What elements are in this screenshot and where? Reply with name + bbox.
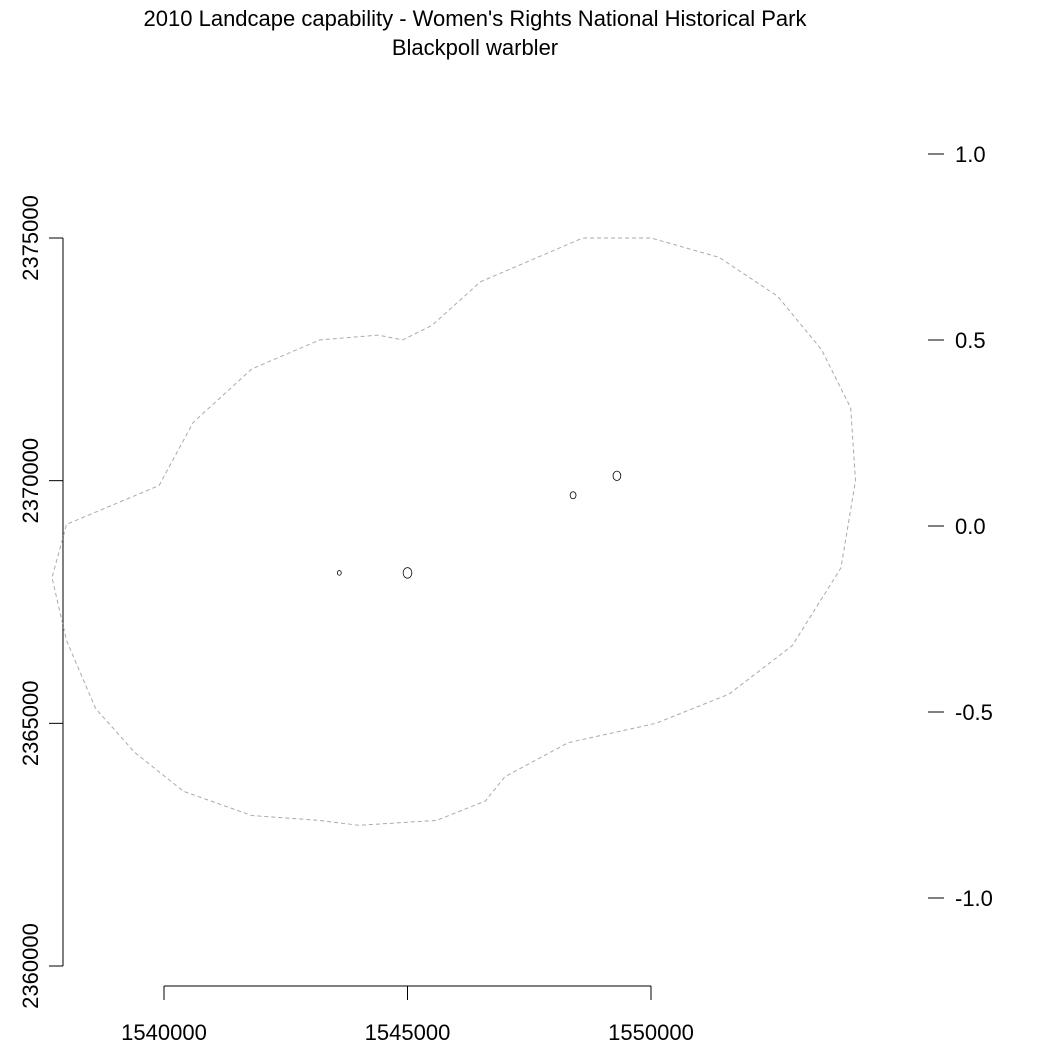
legend-tick-label: -1.0 [955, 886, 993, 911]
park-unit-outline [612, 470, 622, 481]
y-axis: 2360000 2365000 2370000 2375000 [18, 195, 64, 1009]
title-line-1: 2010 Landcape capability - Women's Right… [143, 6, 807, 31]
legend-tick-label: 1.0 [955, 142, 986, 167]
park-unit-outline [402, 567, 413, 579]
legend-scale-axis: 1.0 0.5 0.0 -0.5 -1.0 [928, 142, 993, 911]
y-tick-label: 2360000 [18, 923, 43, 1009]
buffer-outline [51, 237, 857, 826]
park-unit-outline [336, 570, 342, 576]
title-line-2: Blackpoll warbler [391, 35, 559, 60]
legend-tick-label: 0.5 [955, 328, 986, 353]
x-tick-label: 1550000 [608, 1020, 694, 1045]
y-tick-label: 2370000 [18, 438, 43, 524]
map-title: 2010 Landcape capability - Women's Right… [0, 4, 950, 62]
x-axis: 1540000 1545000 1550000 [121, 985, 694, 1045]
y-tick-label: 2375000 [18, 195, 43, 281]
legend-tick-label: 0.0 [955, 514, 986, 539]
y-tick-label: 2365000 [18, 681, 43, 767]
legend-tick-label: -0.5 [955, 700, 993, 725]
x-tick-label: 1545000 [365, 1020, 451, 1045]
park-unit-outline [569, 491, 577, 500]
map-layer [51, 237, 857, 826]
x-tick-label: 1540000 [121, 1020, 207, 1045]
